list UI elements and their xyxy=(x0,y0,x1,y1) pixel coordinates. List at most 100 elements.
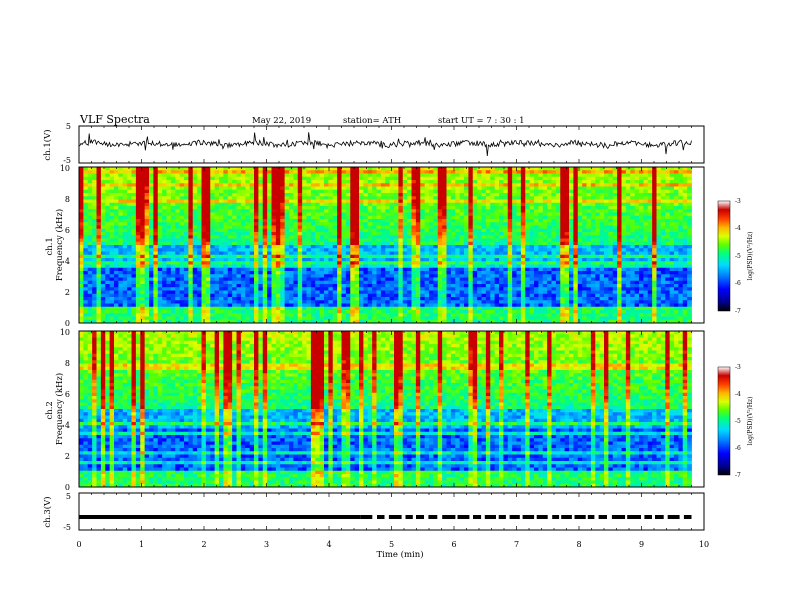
ch1-spectrogram-cell xyxy=(433,225,439,230)
ch1-spectrogram-cell xyxy=(407,271,412,275)
ch1-spectrogram-cell xyxy=(297,271,303,275)
ch1-spectrogram-cell xyxy=(634,183,640,187)
ch1-spectrogram-cell xyxy=(464,219,469,223)
ch1-spectrogram-cell xyxy=(310,215,316,220)
ch1-spectrogram-cell xyxy=(166,245,172,249)
ch1-spectrogram-cell xyxy=(297,225,303,230)
ch1-spectrogram-cell xyxy=(376,176,382,181)
start-ut-label: start UT = 7 : 30 : 1 xyxy=(438,116,525,126)
ch1-spectrogram-cell xyxy=(385,212,391,217)
ch1-spectrogram-cell xyxy=(184,222,189,226)
ch1-spectrogram-cell xyxy=(555,170,561,174)
ch1-spectrogram-cell xyxy=(118,258,124,262)
ch1-spectrogram-cell xyxy=(157,196,163,200)
ch1-spectrogram-cell xyxy=(376,235,382,239)
ch1-spectrogram-cell xyxy=(175,196,181,200)
ch1-spectrogram-cell xyxy=(577,176,583,181)
ch1-spectrogram-cell xyxy=(534,196,539,200)
ch1-spectrogram-cell xyxy=(590,219,596,223)
ch1-spectrogram-cell xyxy=(437,232,443,236)
ch1-spectrogram-cell xyxy=(394,193,399,197)
ch1-spectrogram-cell xyxy=(590,225,596,230)
ch1-spectrogram-cell xyxy=(512,202,517,207)
ch1-spectrogram-cell xyxy=(525,235,531,239)
ch1-spectrogram-cell xyxy=(442,186,447,191)
ch1-spectrogram-cell xyxy=(630,261,636,265)
ch1-spectrogram-cell xyxy=(153,254,159,259)
ch1-spectrogram-cell xyxy=(240,225,246,230)
ch1-spectrogram-cell xyxy=(96,264,102,269)
ch1-spectrogram-cell xyxy=(534,274,539,278)
ch1-spectrogram-cell xyxy=(83,264,89,269)
ch1-spectrogram-cell xyxy=(402,170,408,174)
ch1-spectrogram-cell xyxy=(551,251,557,256)
ch1-spectrogram-cell xyxy=(652,202,657,207)
ch1-spectrogram-cell xyxy=(442,202,447,207)
ch1-spectrogram-cell xyxy=(507,271,513,275)
ch1-spectrogram-cell xyxy=(647,251,653,256)
ch1-spectrogram-cell xyxy=(232,280,237,285)
ch1-spectrogram-cell xyxy=(512,241,517,246)
ch1-spectrogram-cell xyxy=(630,251,636,256)
ch1-spectrogram-cell xyxy=(240,206,246,210)
ch1-spectrogram-cell xyxy=(232,258,237,262)
ch1-spectrogram-cell xyxy=(170,248,176,252)
ch1-spectrogram-cell xyxy=(280,241,286,246)
ch1-spectrogram-cell xyxy=(350,183,356,187)
ch1-spectrogram-cell xyxy=(79,219,84,223)
ch1-spectrogram-cell xyxy=(96,193,102,197)
ch1-spectrogram-cell xyxy=(547,189,552,194)
ch1-spectrogram-cell xyxy=(520,206,526,210)
ch1-spectrogram-cell xyxy=(376,180,382,184)
ch1-spectrogram-cell xyxy=(345,232,351,236)
ch1-spectrogram-cell xyxy=(310,202,316,207)
ch1-spectrogram-cell xyxy=(595,189,601,194)
ch1-spectrogram-cell xyxy=(604,193,609,197)
ch1-spectrogram-cell xyxy=(315,225,321,230)
ch1-spectrogram-cell xyxy=(477,209,482,213)
ch1-spectrogram-cell xyxy=(359,193,364,197)
ch1-spectrogram-cell xyxy=(315,271,321,275)
ch1-spectrogram-cell xyxy=(534,271,539,275)
ch1-spectrogram-cell xyxy=(564,241,570,246)
ch1-spectrogram-cell xyxy=(612,202,618,207)
ch1-spectrogram-cell xyxy=(83,222,89,226)
ch1-spectrogram-cell xyxy=(464,274,469,278)
ch1-spectrogram-cell xyxy=(79,274,84,278)
ch1-spectrogram-cell xyxy=(380,219,386,223)
ch1-spectrogram-cell xyxy=(275,186,281,191)
ch1-spectrogram-cell xyxy=(652,219,657,223)
ch1-spectrogram-cell xyxy=(656,167,662,171)
ch1-spectrogram-cell xyxy=(135,238,141,243)
ch1-spectrogram-cell xyxy=(678,186,684,191)
ch1-spectrogram-cell xyxy=(332,176,338,181)
ch1-spectrogram-cell xyxy=(197,251,202,256)
ch1-spectrogram-cell xyxy=(669,235,675,239)
ch1-spectrogram-cell xyxy=(674,209,679,213)
ch1-spectrogram-cell xyxy=(96,209,102,213)
ch1-spectrogram-cell xyxy=(135,212,141,217)
ch1-spectrogram-cell xyxy=(617,245,622,249)
ch1-spectrogram-cell xyxy=(490,176,496,181)
ch1-spectrogram-cell xyxy=(114,212,119,217)
ch1-spectrogram-cell xyxy=(420,212,426,217)
ch1-spectrogram-cell xyxy=(284,170,290,174)
ch1-spectrogram-cell xyxy=(669,209,675,213)
ch1-spectrogram-cell xyxy=(520,248,526,252)
ch1-spectrogram-cell xyxy=(258,241,264,246)
ch1-spectrogram-cell xyxy=(503,209,509,213)
ch1-spectrogram-cell xyxy=(310,271,316,275)
ch1-spectrogram-cell xyxy=(280,238,286,243)
ch1-spectrogram-cell xyxy=(389,248,395,252)
ch1-spectrogram-cell xyxy=(639,222,644,226)
ch1-spectrogram-cell xyxy=(271,228,277,233)
ch1-spectrogram-cell xyxy=(262,235,268,239)
ch1-spectrogram-cell xyxy=(214,176,220,181)
ch1-spectrogram-cell xyxy=(284,176,290,181)
ch1-spectrogram-cell xyxy=(79,193,84,197)
ch1-spectrogram-cell xyxy=(586,228,592,233)
ch1-spectrogram-cell xyxy=(630,248,636,252)
ch1-spectrogram-cell xyxy=(367,280,373,285)
ch1-spectrogram-cell xyxy=(210,271,216,275)
ch1-spectrogram-cell xyxy=(394,264,399,269)
